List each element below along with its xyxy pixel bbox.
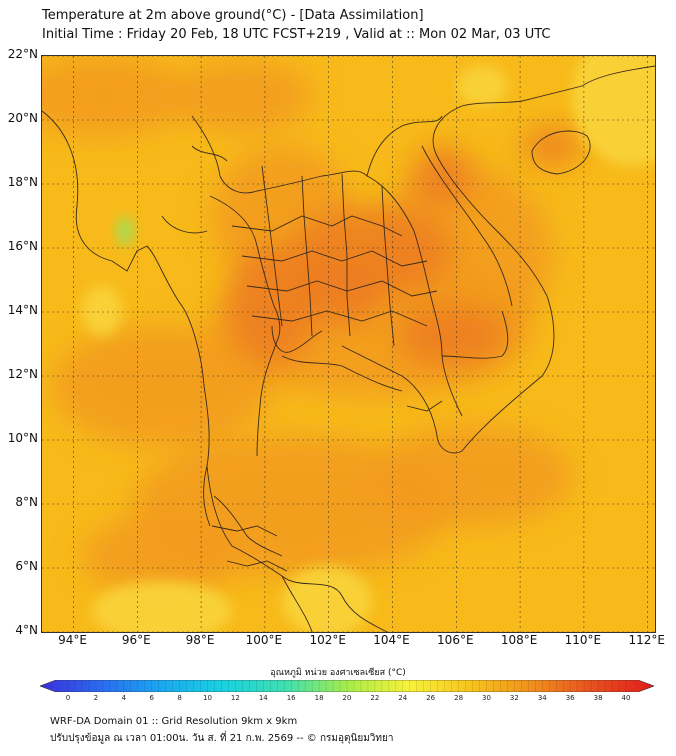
latitude-label: 8°N [15,495,38,509]
latitude-label: 22°N [7,47,38,61]
footer-update-info: ปรับปรุงข้อมูล ณ เวลา 01:00น. วัน ส. ที่… [50,733,394,744]
colorbar-tick-label: 18 [314,694,324,702]
latitude-label: 16°N [7,239,38,253]
temperature-map [41,55,656,633]
colorbar-tick-label: 2 [93,694,99,702]
colorbar-tick-label: 22 [370,694,380,702]
colorbar-tick-label: 38 [593,694,603,702]
cool-temperature-field [82,56,655,632]
longitude-label: 106°E [437,633,474,647]
hot-temperature-field [227,126,582,366]
latitude-label: 20°N [7,111,38,125]
coolest-temperature-field [117,217,133,245]
longitude-label: 96°E [121,633,151,647]
colorbar-tick-label: 28 [454,694,464,702]
latitude-label: 10°N [7,431,38,445]
colorbar-tick-label: 4 [121,694,127,702]
longitude-label: 102°E [309,633,346,647]
longitude-label: 112°E [628,633,665,647]
latitude-label: 18°N [7,175,38,189]
colorbar-tick-label: 40 [621,694,631,702]
latitude-label: 4°N [15,623,38,637]
colorbar-tick-label: 24 [398,694,408,702]
colorbar-gradient [40,680,654,692]
latitude-label: 12°N [7,367,38,381]
map-subtitle: Initial Time : Friday 20 Feb, 18 UTC FCS… [42,27,551,42]
colorbar-tick-label: 0 [65,694,71,702]
graticule [42,56,655,632]
map-title: Temperature at 2m above ground(°C) - [Da… [42,8,424,23]
colorbar-tick-label: 32 [509,694,519,702]
colorbar-tick-label: 30 [482,694,491,702]
latitude-label: 6°N [15,559,38,573]
colorbar-title: อุณหภูมิ หน่วย องศาเซลเซียส (°C) [270,668,406,678]
colorbar-tick-label: 12 [230,694,240,702]
map-canvas [42,56,655,632]
colorbar-tick-label: 6 [149,694,154,702]
colorbar-tick-label: 10 [203,694,212,702]
footer-model-info: WRF-DA Domain 01 :: Grid Resolution 9km … [50,716,298,727]
colorbar-tick-label: 8 [177,694,182,702]
colorbar-tick-label: 16 [286,694,296,702]
colorbar-tick-label: 34 [537,694,547,702]
longitude-label: 104°E [373,633,410,647]
longitude-label: 94°E [58,633,87,647]
warm-temperature-field [42,56,572,596]
colorbar [40,680,654,692]
longitude-label: 110°E [564,633,602,647]
colorbar-tick-label: 20 [342,694,352,702]
longitude-label: 98°E [185,633,215,647]
colorbar-tick-label: 26 [426,694,436,702]
latitude-label: 14°N [7,303,38,317]
longitude-label: 108°E [500,633,538,647]
longitude-label: 100°E [245,633,283,647]
country-borders [42,65,655,632]
colorbar-tick-label: 14 [258,694,268,702]
colorbar-tick-label: 36 [565,694,575,702]
